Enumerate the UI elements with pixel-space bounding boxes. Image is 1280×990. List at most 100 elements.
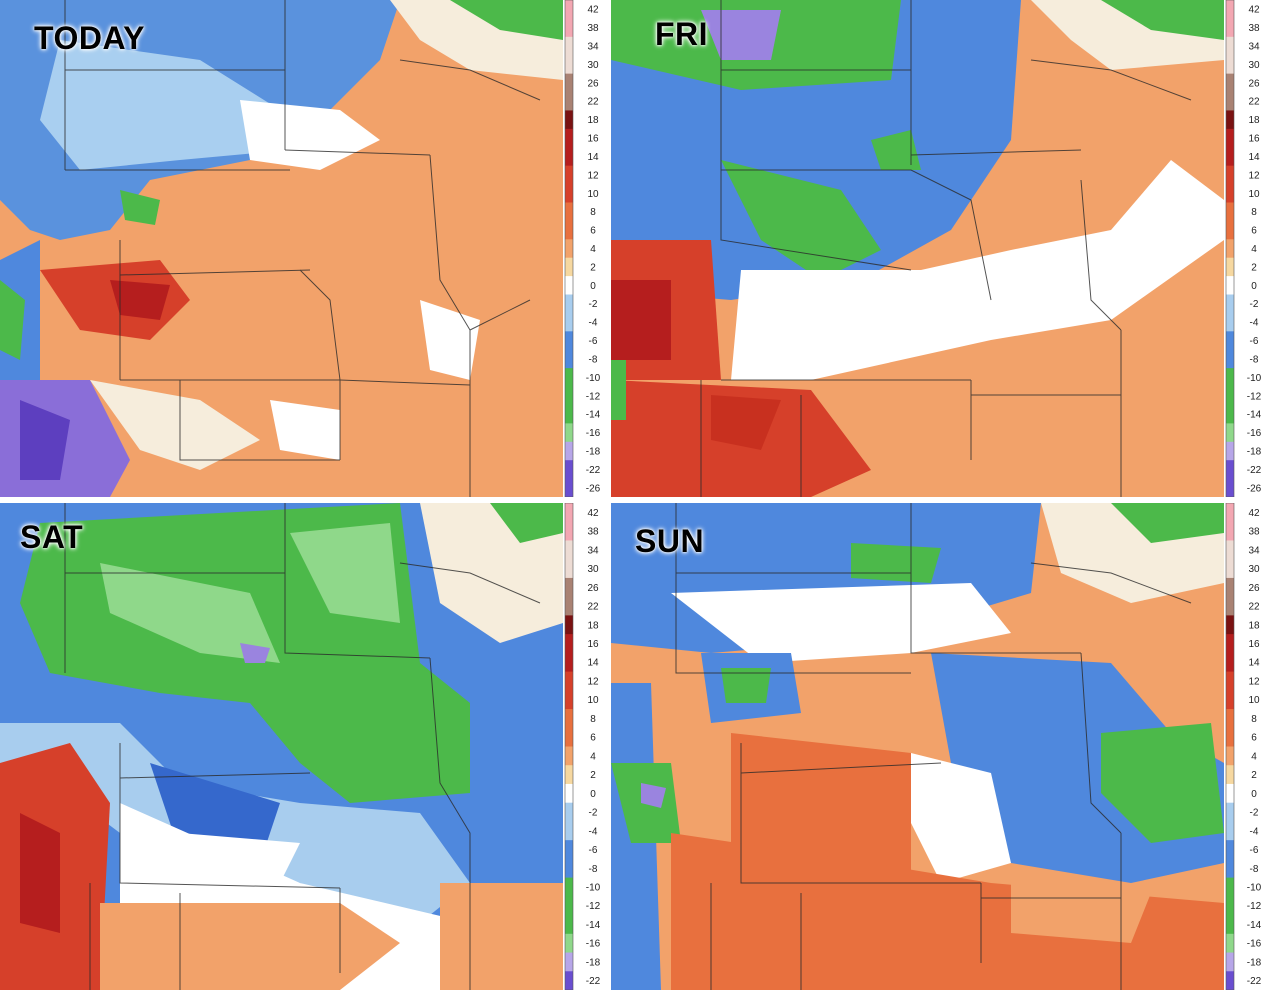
scale-swatch [565,652,573,673]
scale-swatch [565,952,573,972]
panel-title-sat: SAT [20,519,84,555]
scale-swatch [1226,165,1234,185]
scale-swatch [1226,128,1234,148]
panel-title-today: TODAY [34,20,145,56]
scale-swatch [565,971,573,990]
scale-swatch [1226,147,1234,167]
scale-swatch [565,915,573,935]
scale-swatch [565,478,573,497]
scale-swatch [565,690,573,710]
scale-swatch [565,184,573,203]
scale-swatch [565,220,573,240]
scale-swatch [565,331,573,351]
scale-label: 6 [590,733,596,744]
scale-label: -6 [1250,336,1259,347]
scale-label: 22 [587,97,599,108]
scale-swatch [1226,257,1234,277]
scale-swatch [1226,349,1234,369]
scale-swatch [565,521,573,541]
scale-label: 38 [587,527,599,538]
scale-label: -12 [1247,901,1262,912]
scale-label: 16 [587,639,599,650]
scale-label: -14 [1247,920,1262,931]
scale-swatch [1226,634,1234,654]
color-scale-top-left: 423834302622181614121086420-2-4-6-8-10-1… [564,0,601,497]
scale-swatch [1226,596,1234,616]
scale-label: 16 [587,134,599,145]
scale-label: 0 [590,281,596,292]
scale-label: 18 [587,115,599,126]
scale-swatch [1226,18,1234,38]
scale-swatch [1226,952,1234,972]
scale-label: 42 [587,508,599,519]
color-scale-top-right: 423834302622181614121086420-2-4-6-8-10-1… [1225,0,1262,497]
scale-label: 12 [587,676,599,687]
scale-label: 16 [1248,639,1260,650]
scale-label: 8 [1251,207,1257,218]
scale-label: 10 [587,189,599,200]
scale-swatch [565,73,573,93]
scale-swatch [565,110,573,130]
scale-border [564,0,574,497]
scale-label: 4 [590,244,596,255]
scale-label: 22 [587,602,599,613]
temperature-map-sat [0,503,563,990]
scale-swatch [565,840,573,860]
scale-label: -26 [586,483,601,494]
scale-swatch [565,503,573,523]
scale-swatch [565,36,573,56]
scale-swatch [1226,239,1234,259]
scale-label: 2 [590,262,596,273]
scale-label: -16 [1247,428,1262,439]
scale-swatch [565,165,573,185]
scale-swatch [565,671,573,691]
scale-label: 8 [590,714,596,725]
scale-swatch [565,765,573,785]
scale-swatch [565,577,573,598]
scale-swatch [565,404,573,424]
scale-swatch [1226,783,1234,804]
scale-swatch [1226,220,1234,240]
scale-swatch [565,746,573,766]
color-scale-bottom-left: 423834302622181614121086420-2-4-6-8-10-1… [564,503,601,990]
scale-swatch [565,312,573,332]
scale-label: -22 [1247,465,1262,476]
scale-swatch [565,128,573,148]
scale-label: 8 [1251,714,1257,725]
scale-label: 6 [1251,733,1257,744]
scale-label: -16 [1247,939,1262,950]
scale-label: 34 [587,545,599,556]
scale-label: -4 [589,826,598,837]
scale-swatch [1226,858,1234,879]
scale-swatch [565,276,573,296]
scale-swatch [1226,915,1234,935]
scale-label: 14 [587,152,599,163]
scale-label: 26 [1248,583,1260,594]
panel-today: TODAY [0,0,563,497]
scale-label: 14 [587,658,599,669]
scale-label: -6 [1250,845,1259,856]
scale-border [1225,503,1235,990]
scale-label: -2 [1250,808,1259,819]
scale-label: 12 [1248,676,1260,687]
scale-label: 18 [587,620,599,631]
scale-swatch [1226,933,1234,954]
scale-label: -22 [1247,976,1262,987]
scale-label: 6 [1251,226,1257,237]
scale-swatch [565,147,573,167]
scale-swatch [1226,540,1234,560]
scale-label: 0 [1251,281,1257,292]
scale-swatch [565,615,573,635]
scale-label: 14 [1248,152,1260,163]
scale-swatch [565,349,573,369]
scale-swatch [1226,690,1234,710]
scale-swatch [1226,709,1234,729]
scale-swatch [1226,73,1234,93]
scale-label: -8 [1250,864,1259,875]
scale-swatch [565,423,573,443]
scale-swatch [1226,92,1234,111]
scale-label: -26 [1247,483,1262,494]
temperature-map-sun [611,503,1224,990]
scale-swatch [1226,503,1234,523]
scale-swatch [1226,896,1234,916]
